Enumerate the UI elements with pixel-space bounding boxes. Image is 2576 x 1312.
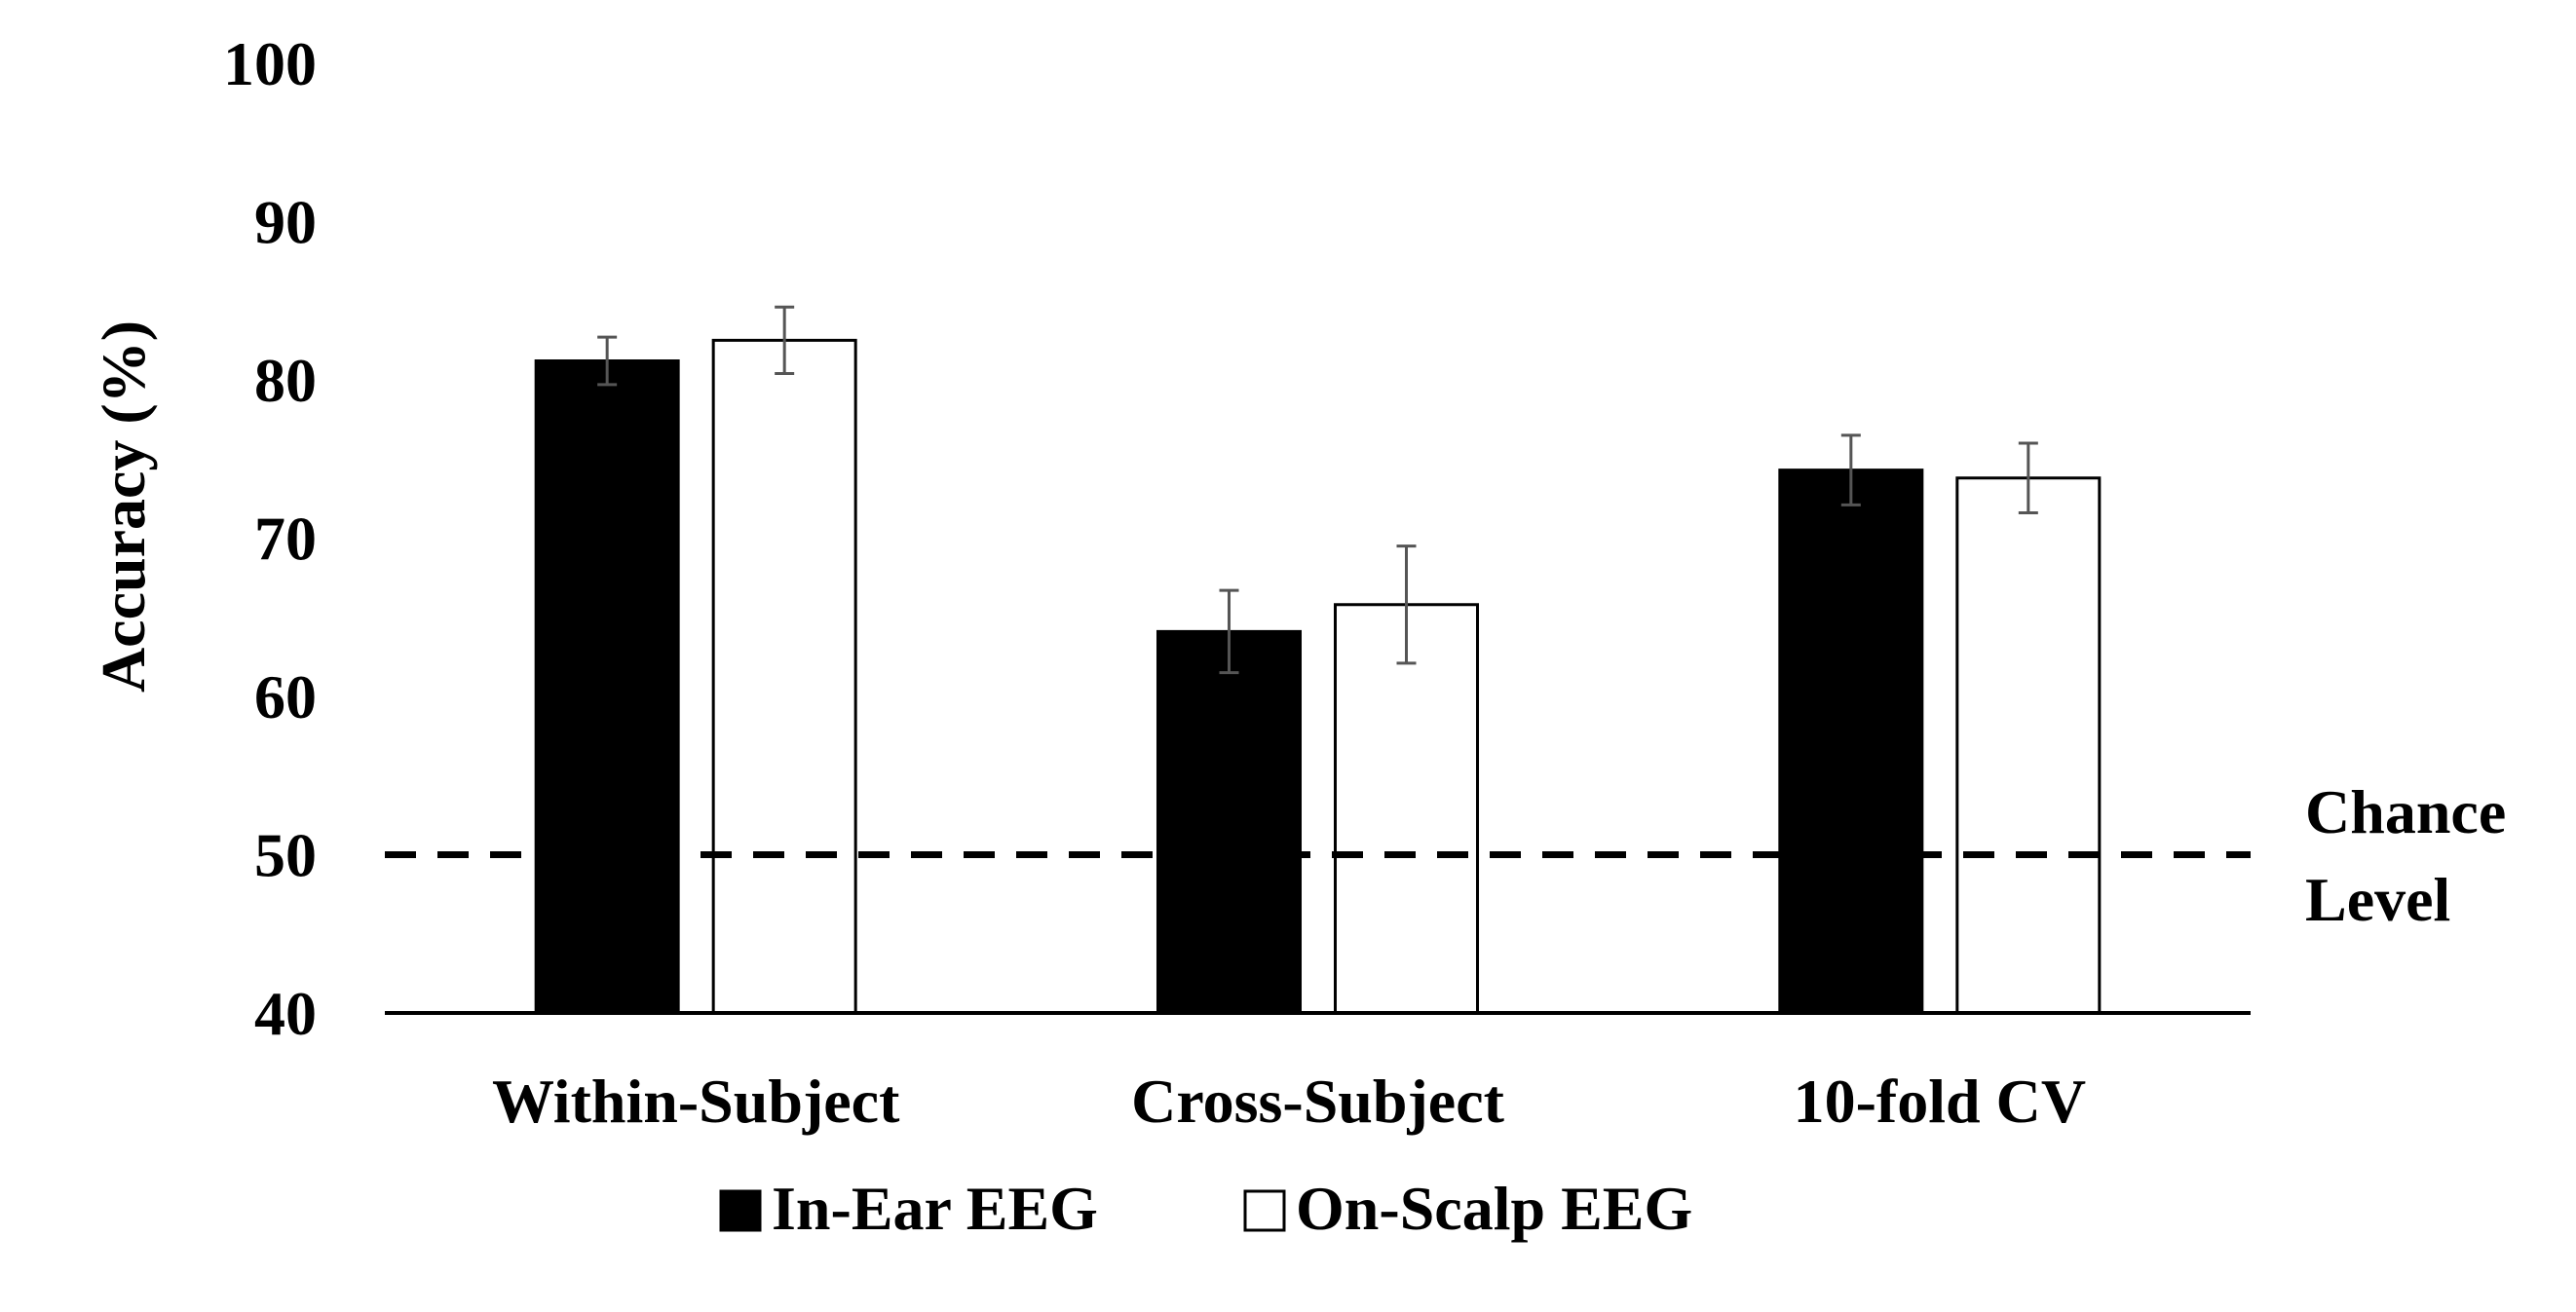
chance-level-label-line1: Chance [2305,777,2506,846]
chance-level-label-line2: Level [2305,865,2450,934]
y-tick-labels: 40 50 60 70 80 90 100 [223,29,317,1048]
y-tick-label: 90 [254,188,317,257]
bar-on-scalp [1955,476,2102,1015]
x-tick-label: Cross-Subject [1131,1067,1505,1136]
x-tick-labels: Within-Subject Cross-Subject 10-fold CV [492,1067,2086,1136]
bar-on-scalp [711,338,857,1015]
y-axis-label: Accuracy (%) [89,320,158,693]
legend-swatch-on-scalp [1243,1189,1286,1232]
bar-in-ear [1156,629,1302,1015]
y-tick-label: 100 [223,29,317,98]
legend: In-Ear EEG On-Scalp EEG [719,1174,1692,1243]
bar-in-ear [1778,469,1924,1015]
error-bars-layer [597,305,2038,675]
y-tick-label: 40 [254,979,317,1048]
bar-on-scalp [1334,603,1479,1015]
x-tick-label: 10-fold CV [1794,1067,2086,1136]
y-tick-label: 80 [254,346,317,415]
y-tick-label: 60 [254,662,317,731]
bar-in-ear [534,359,680,1015]
legend-label-in-ear: In-Ear EEG [772,1174,1098,1243]
legend-swatch-in-ear [719,1189,762,1232]
y-tick-label: 50 [254,821,317,890]
bars-layer [534,338,2102,1015]
x-tick-label: Within-Subject [492,1067,900,1136]
legend-label-on-scalp: On-Scalp EEG [1296,1174,1692,1243]
y-tick-label: 70 [254,505,317,574]
